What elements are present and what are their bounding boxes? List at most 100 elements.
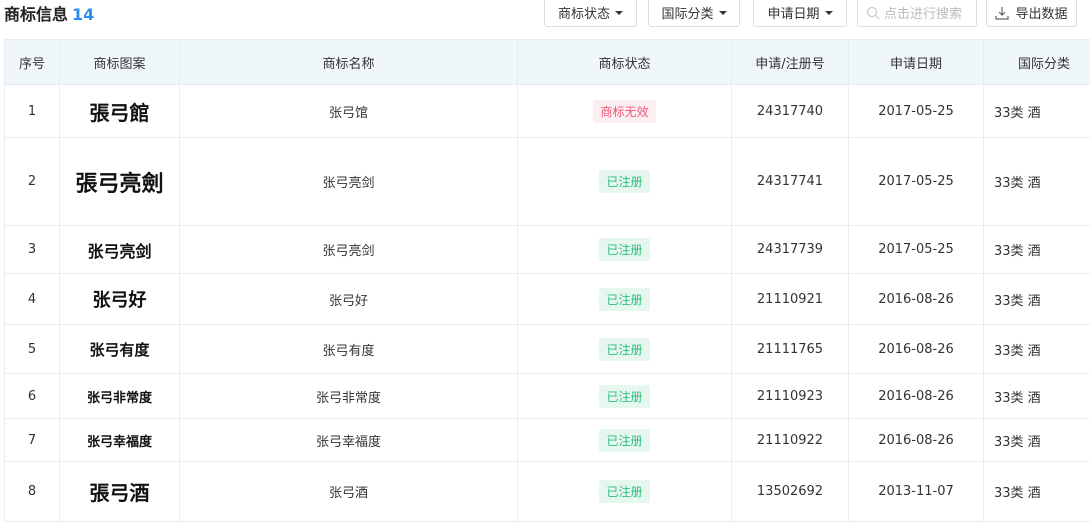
registration-number: 24317741	[732, 138, 849, 226]
status-cell: 已注册	[518, 138, 732, 226]
search-input[interactable]: 点击进行搜索	[857, 0, 977, 27]
trademark-logo: 張弓酒	[60, 462, 180, 522]
row-number: 8	[5, 462, 60, 522]
date-filter-label: 申请日期	[767, 3, 819, 22]
trademark-logo: 張弓館	[60, 85, 180, 138]
column-header: 商标名称	[180, 40, 518, 85]
international-class: 33类 酒	[984, 226, 1090, 274]
column-header: 商标图案	[60, 40, 180, 85]
column-header: 申请日期	[849, 40, 984, 85]
status-cell: 已注册	[518, 374, 732, 419]
trademark-name[interactable]: 张弓幸福度	[180, 419, 518, 462]
column-header: 商标状态	[518, 40, 732, 85]
status-cell: 已注册	[518, 226, 732, 274]
table-row[interactable]: 4 张弓好 张弓好 已注册 21110921 2016-08-26 33类 酒	[5, 274, 1090, 325]
status-badge: 已注册	[599, 429, 649, 452]
export-button[interactable]: 导出数据	[986, 0, 1077, 27]
row-number: 4	[5, 274, 60, 325]
registration-number: 13502692	[732, 462, 849, 522]
title-text: 商标信息	[4, 5, 68, 24]
registration-number: 24317739	[732, 226, 849, 274]
international-class: 33类 酒	[984, 374, 1090, 419]
status-badge: 已注册	[599, 338, 649, 361]
trademark-count: 14	[72, 5, 94, 24]
row-number: 5	[5, 325, 60, 374]
date-filter-dropdown[interactable]: 申请日期	[753, 0, 847, 27]
row-number: 7	[5, 419, 60, 462]
status-cell: 已注册	[518, 274, 732, 325]
search-icon	[866, 6, 880, 20]
application-date: 2016-08-26	[849, 374, 984, 419]
status-badge: 已注册	[599, 480, 649, 503]
table-row[interactable]: 8 張弓酒 张弓酒 已注册 13502692 2013-11-07 33类 酒	[5, 462, 1090, 522]
international-class: 33类 酒	[984, 325, 1090, 374]
row-number: 6	[5, 374, 60, 419]
trademark-logo: 张弓幸福度	[60, 419, 180, 462]
column-header: 国际分类	[984, 40, 1090, 85]
caret-down-icon	[615, 11, 623, 15]
table-row[interactable]: 1 張弓館 张弓馆 商标无效 24317740 2017-05-25 33类 酒	[5, 85, 1090, 138]
trademark-logo-image: 张弓亮剑	[87, 242, 151, 261]
download-icon	[995, 6, 1009, 20]
trademark-name[interactable]: 张弓亮剑	[180, 138, 518, 226]
row-number: 3	[5, 226, 60, 274]
application-date: 2017-05-25	[849, 138, 984, 226]
trademark-logo: 张弓有度	[60, 325, 180, 374]
trademark-logo-image: 張弓館	[90, 101, 150, 125]
search-placeholder: 点击进行搜索	[884, 3, 962, 22]
international-class: 33类 酒	[984, 85, 1090, 138]
trademark-logo: 张弓亮剑	[60, 226, 180, 274]
application-date: 2016-08-26	[849, 325, 984, 374]
trademark-name[interactable]: 张弓非常度	[180, 374, 518, 419]
class-filter-label: 国际分类	[661, 3, 713, 22]
trademark-name[interactable]: 张弓酒	[180, 462, 518, 522]
status-cell: 已注册	[518, 419, 732, 462]
status-filter-dropdown[interactable]: 商标状态	[544, 0, 637, 27]
trademark-table: 序号商标图案商标名称商标状态申请/注册号申请日期国际分类 1 張弓館 张弓馆 商…	[4, 39, 1090, 522]
status-badge: 已注册	[599, 385, 649, 408]
trademark-name[interactable]: 张弓馆	[180, 85, 518, 138]
application-date: 2017-05-25	[849, 226, 984, 274]
application-date: 2016-08-26	[849, 419, 984, 462]
table-row[interactable]: 3 张弓亮剑 张弓亮剑 已注册 24317739 2017-05-25 33类 …	[5, 226, 1090, 274]
table-row[interactable]: 2 張弓亮劍 张弓亮剑 已注册 24317741 2017-05-25 33类 …	[5, 138, 1090, 226]
international-class: 33类 酒	[984, 274, 1090, 325]
export-label: 导出数据	[1015, 3, 1067, 22]
trademark-name[interactable]: 张弓好	[180, 274, 518, 325]
application-date: 2017-05-25	[849, 85, 984, 138]
trademark-logo-image: 張弓酒	[90, 481, 150, 505]
class-filter-dropdown[interactable]: 国际分类	[648, 0, 740, 27]
trademark-logo-image: 张弓幸福度	[87, 435, 152, 450]
trademark-logo: 张弓好	[60, 274, 180, 325]
trademark-name[interactable]: 张弓亮剑	[180, 226, 518, 274]
trademark-logo: 张弓非常度	[60, 374, 180, 419]
trademark-logo-image: 张弓有度	[89, 341, 149, 359]
status-badge: 已注册	[599, 288, 649, 311]
registration-number: 21111765	[732, 325, 849, 374]
registration-number: 24317740	[732, 85, 849, 138]
column-header: 序号	[5, 40, 60, 85]
application-date: 2013-11-07	[849, 462, 984, 522]
registration-number: 21110922	[732, 419, 849, 462]
international-class: 33类 酒	[984, 138, 1090, 226]
row-number: 2	[5, 138, 60, 226]
registration-number: 21110921	[732, 274, 849, 325]
status-cell: 已注册	[518, 325, 732, 374]
status-badge: 商标无效	[593, 100, 655, 123]
trademark-logo-image: 张弓好	[93, 290, 147, 311]
trademark-logo-image: 張弓亮劍	[75, 171, 163, 197]
status-filter-label: 商标状态	[558, 3, 610, 22]
international-class: 33类 酒	[984, 462, 1090, 522]
trademark-logo: 張弓亮劍	[60, 138, 180, 226]
status-cell: 已注册	[518, 462, 732, 522]
table-row[interactable]: 5 张弓有度 张弓有度 已注册 21111765 2016-08-26 33类 …	[5, 325, 1090, 374]
caret-down-icon	[825, 11, 833, 15]
column-header: 申请/注册号	[732, 40, 849, 85]
trademark-logo-image: 张弓非常度	[87, 391, 152, 406]
table-row[interactable]: 6 张弓非常度 张弓非常度 已注册 21110923 2016-08-26 33…	[5, 374, 1090, 419]
caret-down-icon	[719, 11, 727, 15]
trademark-name[interactable]: 张弓有度	[180, 325, 518, 374]
table-row[interactable]: 7 张弓幸福度 张弓幸福度 已注册 21110922 2016-08-26 33…	[5, 419, 1090, 462]
application-date: 2016-08-26	[849, 274, 984, 325]
